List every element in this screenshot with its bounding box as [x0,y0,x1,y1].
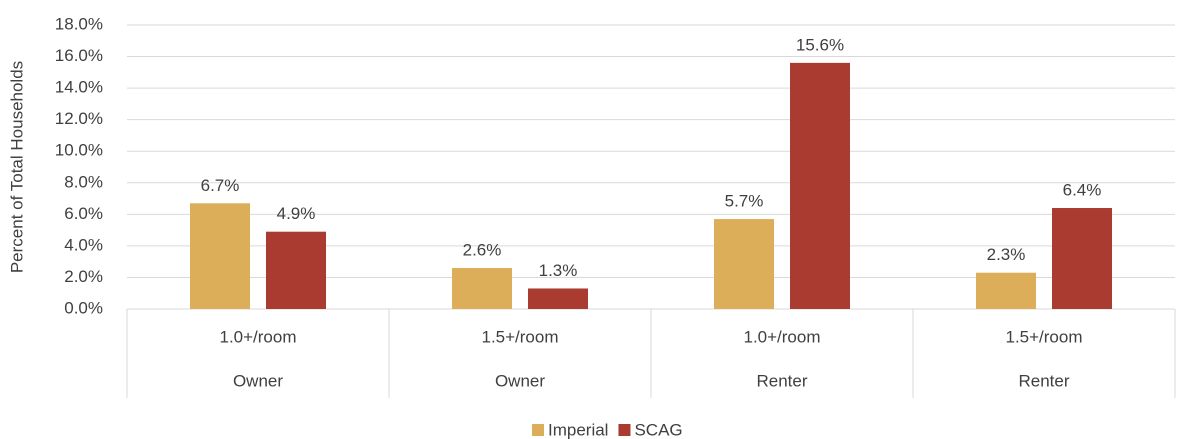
y-tick-label: 10.0% [55,141,103,160]
value-label: 5.7% [725,192,764,211]
x-tick-label: 1.0+/room [743,327,820,346]
y-tick-label: 18.0% [55,14,103,33]
value-label: 4.9% [277,204,316,223]
value-label: 2.3% [987,245,1026,264]
value-label: 6.7% [201,176,240,195]
group-label: Owner [233,371,283,390]
value-label: 2.6% [463,240,502,259]
y-tick-label: 4.0% [64,235,103,254]
x-tick-label: 1.5+/room [1005,327,1082,346]
legend-label: SCAG [634,420,682,439]
group-label: Owner [495,371,545,390]
y-tick-label: 0.0% [64,298,103,317]
x-tick-label: 1.5+/room [481,327,558,346]
legend-swatch [532,424,544,436]
y-tick-label: 12.0% [55,109,103,128]
x-tick-label: 1.0+/room [219,327,296,346]
bar [790,62,850,309]
value-label: 1.3% [539,261,578,280]
group-label: Renter [1018,371,1069,390]
bar [190,203,250,309]
y-tick-label: 14.0% [55,78,103,97]
bar [266,231,326,309]
legend-label: Imperial [548,420,608,439]
y-axis-label: Percent of Total Households [7,61,26,273]
y-tick-label: 16.0% [55,46,103,65]
value-label: 6.4% [1063,181,1102,200]
bar [528,288,588,309]
y-tick-label: 8.0% [64,172,103,191]
group-label: Renter [756,371,807,390]
bar [452,267,512,309]
value-label: 15.6% [796,35,844,54]
bar [976,272,1036,309]
y-tick-label: 2.0% [64,267,103,286]
bar [714,219,774,309]
bar [1052,208,1112,309]
legend-swatch [618,424,631,436]
y-tick-label: 6.0% [64,204,103,223]
